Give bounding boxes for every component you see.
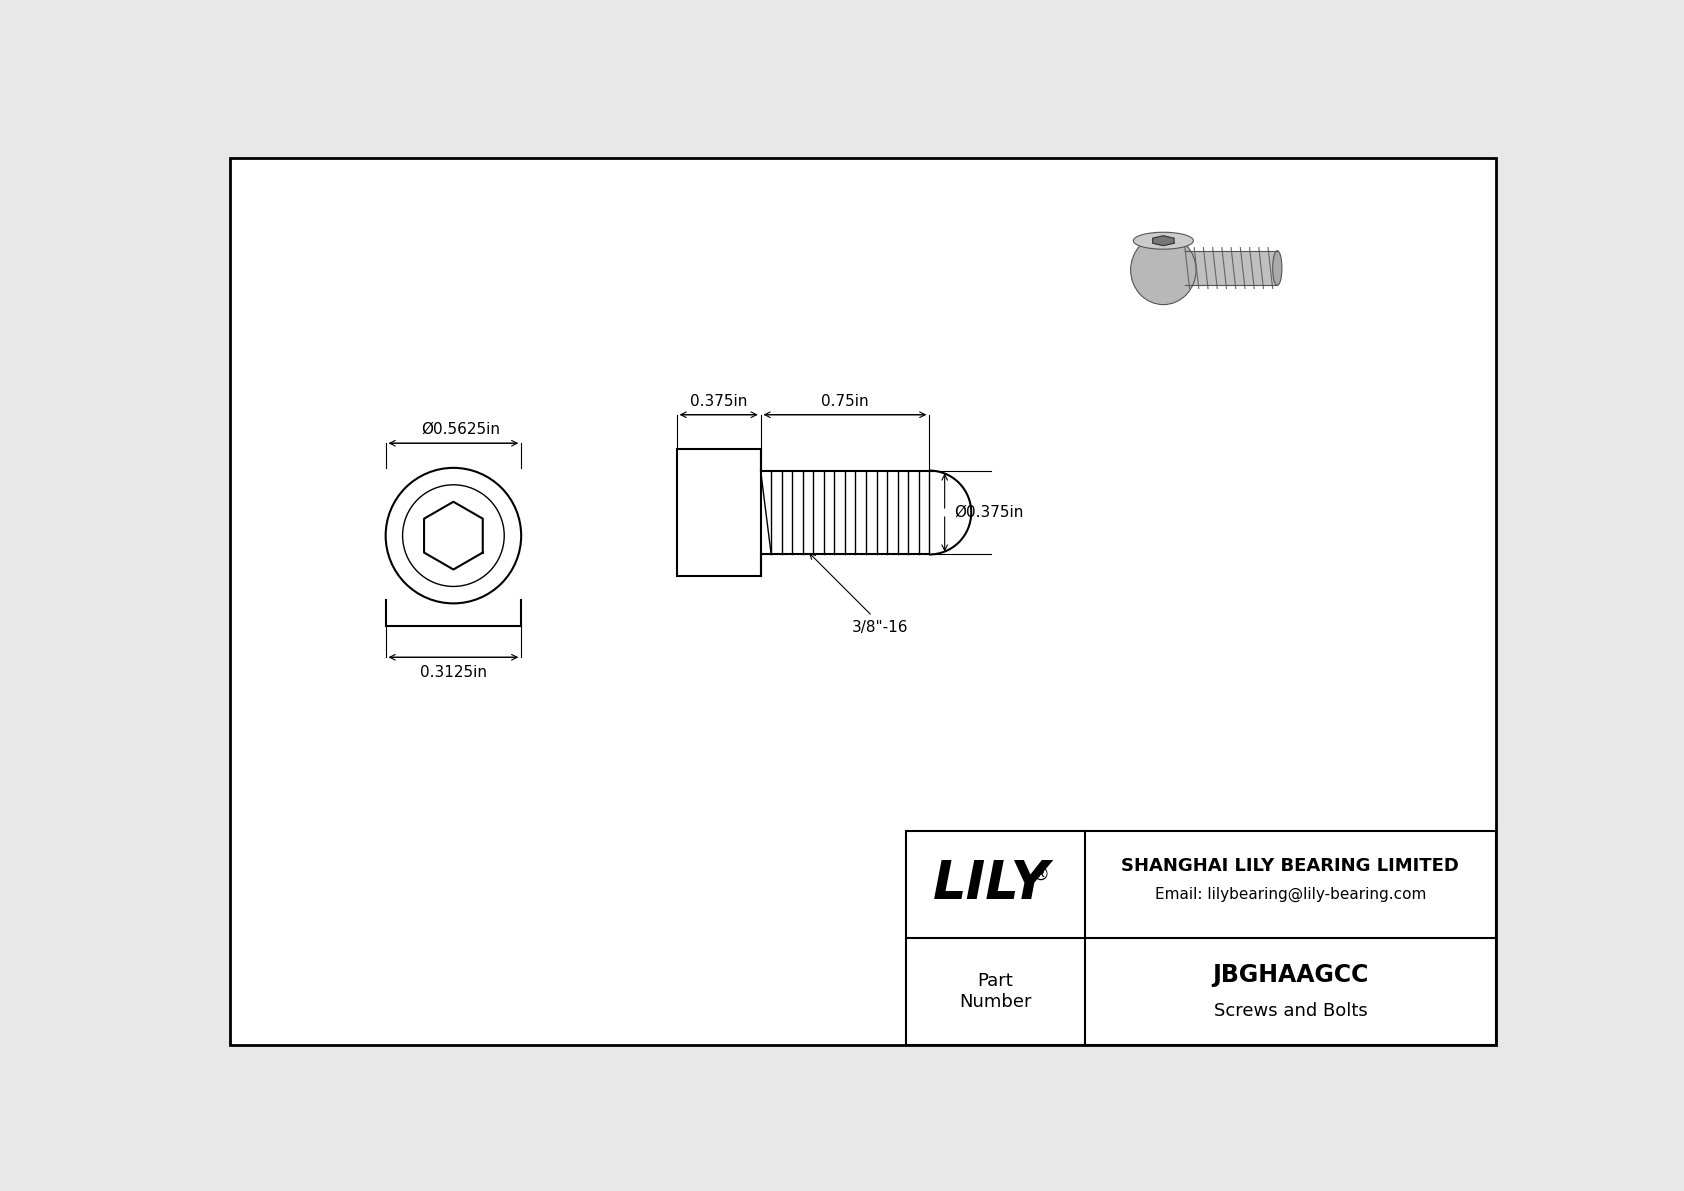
Text: SHANGHAI LILY BEARING LIMITED: SHANGHAI LILY BEARING LIMITED [1122, 858, 1460, 875]
Text: JBGHAAGCC: JBGHAAGCC [1212, 962, 1369, 986]
Text: LILY: LILY [933, 858, 1051, 910]
Text: ®: ® [1032, 866, 1049, 884]
Bar [906, 830, 1495, 1045]
Ellipse shape [1130, 236, 1196, 305]
Text: Ø0.5625in: Ø0.5625in [421, 422, 500, 437]
Text: Part
Number: Part Number [960, 972, 1032, 1011]
Bar [1186, 251, 1276, 286]
Text: 0.3125in: 0.3125in [419, 665, 487, 680]
Ellipse shape [1273, 251, 1282, 286]
Text: 0.75in: 0.75in [822, 393, 869, 409]
Bar [677, 449, 761, 575]
Text: Screws and Bolts: Screws and Bolts [1214, 1002, 1367, 1019]
Text: 0.375in: 0.375in [690, 393, 748, 409]
Text: Email: lilybearing@lily-bearing.com: Email: lilybearing@lily-bearing.com [1155, 887, 1426, 902]
Ellipse shape [1133, 232, 1194, 249]
Text: 3/8"-16: 3/8"-16 [852, 621, 908, 635]
Polygon shape [1152, 236, 1174, 245]
Text: Ø0.375in: Ø0.375in [953, 505, 1024, 520]
